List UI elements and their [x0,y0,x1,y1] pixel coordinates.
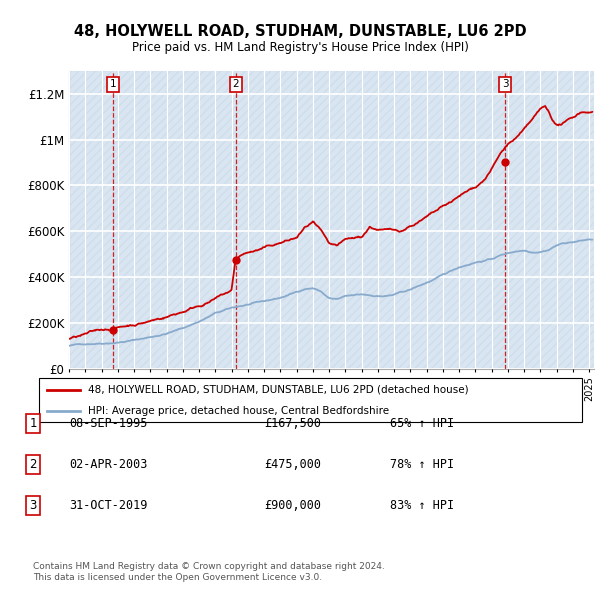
Text: £900,000: £900,000 [264,499,321,512]
Text: This data is licensed under the Open Government Licence v3.0.: This data is licensed under the Open Gov… [33,572,322,582]
Text: 48, HOLYWELL ROAD, STUDHAM, DUNSTABLE, LU6 2PD: 48, HOLYWELL ROAD, STUDHAM, DUNSTABLE, L… [74,24,526,40]
Text: 78% ↑ HPI: 78% ↑ HPI [390,458,454,471]
Text: 3: 3 [29,499,37,512]
Text: £167,500: £167,500 [264,417,321,430]
Text: 2: 2 [29,458,37,471]
Text: 48, HOLYWELL ROAD, STUDHAM, DUNSTABLE, LU6 2PD (detached house): 48, HOLYWELL ROAD, STUDHAM, DUNSTABLE, L… [88,385,469,395]
Text: 1: 1 [109,79,116,89]
Text: 1: 1 [29,417,37,430]
Text: 31-OCT-2019: 31-OCT-2019 [69,499,148,512]
Text: 65% ↑ HPI: 65% ↑ HPI [390,417,454,430]
Text: £475,000: £475,000 [264,458,321,471]
Text: 2: 2 [232,79,239,89]
Text: HPI: Average price, detached house, Central Bedfordshire: HPI: Average price, detached house, Cent… [88,407,389,416]
Text: 08-SEP-1995: 08-SEP-1995 [69,417,148,430]
Text: 3: 3 [502,79,508,89]
Text: 83% ↑ HPI: 83% ↑ HPI [390,499,454,512]
Text: 02-APR-2003: 02-APR-2003 [69,458,148,471]
Text: Contains HM Land Registry data © Crown copyright and database right 2024.: Contains HM Land Registry data © Crown c… [33,562,385,571]
Text: Price paid vs. HM Land Registry's House Price Index (HPI): Price paid vs. HM Land Registry's House … [131,41,469,54]
